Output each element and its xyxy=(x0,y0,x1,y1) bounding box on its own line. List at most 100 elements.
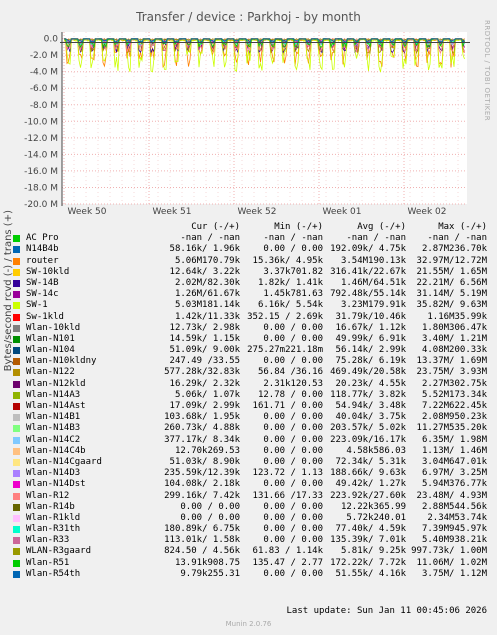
legend-max-value: 5.40M938.21k xyxy=(421,535,487,546)
legend-cur-value: 12.73k/ 2.98k xyxy=(169,322,240,333)
legend-cur-value: 247.49 /33.55 xyxy=(169,356,240,367)
legend-swatch xyxy=(13,257,20,265)
legend-swatch xyxy=(13,302,20,310)
legend-max-value: 7.39M945.97k xyxy=(421,524,487,535)
last-update: Last update: Sun Jan 11 00:45:06 2026 xyxy=(286,606,487,616)
legend-avg-value: 40.04k/ 3.75k xyxy=(335,412,406,423)
legend-name: Wlan-10kld xyxy=(26,322,81,333)
legend-swatch xyxy=(13,503,20,511)
legend-name: Wlan-R54th xyxy=(26,568,81,579)
legend-min-value: 123.72 / 1.13 xyxy=(252,468,323,479)
legend-avg-value: 135.39k/ 7.01k xyxy=(330,535,406,546)
legend-min-value: 1.45k781.63 xyxy=(263,289,323,300)
legend-name: Wlan-N14C4b xyxy=(26,445,86,456)
legend-min-value: 135.47 / 2.77 xyxy=(252,557,323,568)
legend-max-value: 35.82M/ 9.63M xyxy=(416,300,487,311)
legend-cur-value: 9.79k255.31 xyxy=(180,568,240,579)
legend-max-value: 2.88M544.56k xyxy=(421,501,487,512)
legend-min-value: 0.00 / 0.00 xyxy=(263,535,323,546)
legend-swatch xyxy=(13,436,20,444)
legend-row: Wlan-N14Ast 17.09k/ 2.99k 161.71 / 0.00 54.… xyxy=(10,401,494,412)
legend-min-value: 352.15 / 2.69k xyxy=(247,311,323,322)
legend-cur-value: 12.70k269.53 xyxy=(174,445,240,456)
legend-swatch xyxy=(13,268,20,276)
legend-swatch xyxy=(13,246,20,254)
legend-name: N14B4b xyxy=(26,244,59,255)
legend-swatch xyxy=(13,447,20,455)
legend-max-value: 2.08M950.23k xyxy=(421,412,487,423)
legend-min-value: 0.00 / 0.00 xyxy=(263,322,323,333)
y-tick-label: -20.0 M xyxy=(24,200,58,210)
y-tick-label: 0.0 xyxy=(44,35,59,45)
legend-min-value: 0.00 / 0.00 xyxy=(263,434,323,445)
legend-min-value: 56.84 /36.16 xyxy=(257,367,323,378)
y-tick-label: -10.0 M xyxy=(24,117,58,127)
legend-cur-value: 0.00 / 0.00 xyxy=(180,501,240,512)
legend-row: Wlan-N10kldny 247.49 /33.55 0.00 / 0.00 75.… xyxy=(10,356,494,367)
y-tick-label: -4.0 M xyxy=(30,68,58,78)
x-tick-label: Week 01 xyxy=(323,207,362,215)
legend-cur-value: -nan / -nan xyxy=(180,233,240,244)
legend-min-value: 0.00 / 0.00 xyxy=(263,445,323,456)
legend-cur-value: 14.59k/ 1.15k xyxy=(169,333,240,344)
legend-max-value: 2.87M236.70k xyxy=(421,244,487,255)
legend-max-value: 3.04M647.01k xyxy=(421,456,487,467)
legend-row: Wlan-R31th 180.89k/ 6.75k 0.00 / 0.00 77.40… xyxy=(10,524,494,535)
legend-row: Wlan-R12 299.16k/ 7.42k 131.66 /17.33 223.9… xyxy=(10,491,494,502)
x-tick-label: Week 50 xyxy=(68,207,107,215)
rrdtool-watermark: RRDTOOL / TOBI OETIKER xyxy=(483,20,491,122)
x-tick-label: Week 02 xyxy=(408,207,447,215)
legend-max-value: 1.13M/ 1.46M xyxy=(421,445,487,456)
legend-min-value: 0.00 / 0.00 xyxy=(263,456,323,467)
legend-header-cur: Cur (-/+) xyxy=(191,222,240,232)
legend-row: Wlan-N104 51.09k/ 9.00k 275.27m221.18m 56.1… xyxy=(10,345,494,356)
y-tick-label: -14.0 M xyxy=(24,150,58,160)
x-tick-labels: Week 50 Week 51 Week 52 Week 01 Week 02 xyxy=(68,207,447,215)
legend-max-value: 32.97M/12.72M xyxy=(416,255,487,266)
legend-cur-value: 113.01k/ 1.58k xyxy=(164,535,240,546)
legend-max-value: 21.55M/ 1.65M xyxy=(416,266,487,277)
legend-name: Wlan-N14Cgaard xyxy=(26,456,102,467)
legend-cur-value: 824.50 / 4.56k xyxy=(164,546,240,557)
legend-name: Wlan-N14B3 xyxy=(26,423,81,434)
legend-cur-value: 12.64k/ 3.22k xyxy=(169,266,240,277)
legend-avg-value: 5.72k240.01 xyxy=(346,512,406,523)
legend-cur-value: 103.68k/ 1.95k xyxy=(164,412,240,423)
legend-min-value: 0.00 / 0.00 xyxy=(263,423,323,434)
legend-row: Wlan-N14Cgaard 51.03k/ 8.90k 0.00 / 0.00 72… xyxy=(10,457,494,468)
legend-name: AC Pro xyxy=(26,233,59,244)
legend-max-value: 23.48M/ 4.93M xyxy=(416,490,487,501)
legend-row: Wlan-N14D3 235.59k/12.39k 123.72 / 1.13 188… xyxy=(10,468,494,479)
legend-avg-value: 203.57k/ 5.02k xyxy=(330,423,406,434)
legend-avg-value: 223.92k/27.60k xyxy=(330,490,406,501)
legend-swatch xyxy=(13,347,20,355)
legend-min-value: 15.36k/ 4.95k xyxy=(252,255,323,266)
legend-avg-value: 469.49k/20.58k xyxy=(330,367,406,378)
y-tick-label: -18.0 M xyxy=(24,183,58,193)
legend-cur-value: 5.06M170.79k xyxy=(174,255,240,266)
legend-row: Wlan-R54th 9.79k255.31 0.00 / 0.00 51.55k/ … xyxy=(10,569,494,580)
legend-max-value: 11.06M/ 1.02M xyxy=(416,557,487,568)
legend-cur-value: 1.42k/11.33k xyxy=(174,311,240,322)
legend-row: Wlan-R14b 0.00 / 0.00 0.00 / 0.00 12.22k365… xyxy=(10,502,494,513)
legend-avg-value: -nan / -nan xyxy=(346,233,406,244)
chart-title: Transfer / device : Parkhoj - by month xyxy=(136,10,361,24)
legend-cur-value: 260.73k/ 4.88k xyxy=(164,423,240,434)
legend-max-value: 1.16M35.99k xyxy=(427,311,487,322)
legend-max-value: 13.37M/ 1.69M xyxy=(416,356,487,367)
legend-max-value: 3.75M/ 1.12M xyxy=(421,568,487,579)
legend-min-value: -nan / -nan xyxy=(263,233,323,244)
legend-max-value: 22.21M/ 6.56M xyxy=(416,277,487,288)
legend-cur-value: 51.09k/ 9.00k xyxy=(169,345,240,356)
legend-min-value: 1.82k/ 1.41k xyxy=(257,277,323,288)
legend-swatch xyxy=(13,313,20,321)
legend-avg-value: 192.09k/ 4.75k xyxy=(330,244,406,255)
y-tick-label: -16.0 M xyxy=(24,167,58,177)
legend-max-value: 3.40M/ 1.21M xyxy=(421,333,487,344)
legend-cur-value: 58.16k/ 1.96k xyxy=(169,244,240,255)
legend-name: Wlan-R14b xyxy=(26,501,75,512)
x-tick-label: Week 51 xyxy=(153,207,192,215)
legend-name: router xyxy=(26,255,59,266)
legend-row: WLAN-R3gaard 824.50 / 4.56k 61.83 / 1.14k 5… xyxy=(10,546,494,557)
legend-avg-value: 792.48k/55.14k xyxy=(330,289,406,300)
